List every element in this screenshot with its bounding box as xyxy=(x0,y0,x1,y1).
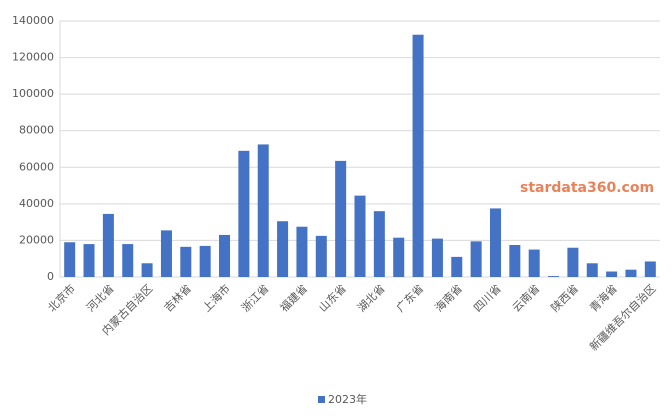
bar xyxy=(489,208,501,277)
bar xyxy=(64,242,76,277)
y-tick-label: 120000 xyxy=(12,51,54,64)
x-tick-label: 河北省 xyxy=(84,282,117,315)
y-tick-label: 140000 xyxy=(12,14,54,27)
y-tick-label: 0 xyxy=(47,270,54,283)
y-tick-label: 20000 xyxy=(19,233,54,246)
bar xyxy=(354,195,366,277)
bar xyxy=(296,226,308,277)
bar xyxy=(567,247,579,277)
bar xyxy=(431,238,443,277)
bar xyxy=(335,160,347,277)
bar xyxy=(606,271,618,277)
bar xyxy=(257,144,269,277)
bar xyxy=(451,256,463,277)
x-tick-label: 山东省 xyxy=(316,282,349,315)
legend-label: 2023年 xyxy=(328,392,367,406)
x-tick-label: 新疆维吾尔自治区 xyxy=(586,281,658,353)
legend-swatch xyxy=(318,396,325,403)
bar xyxy=(122,244,134,277)
y-tick-label: 60000 xyxy=(19,160,54,173)
bar xyxy=(160,230,172,277)
bar xyxy=(199,245,211,277)
bar xyxy=(102,213,114,277)
x-tick-label: 云南省 xyxy=(510,282,543,315)
x-tick-label: 四川省 xyxy=(471,282,504,315)
x-tick-label: 浙江省 xyxy=(239,282,272,315)
bar xyxy=(393,237,405,277)
x-tick-label: 吉林省 xyxy=(161,281,194,314)
x-tick-label: 湖北省 xyxy=(355,282,388,315)
bar xyxy=(180,246,192,277)
bar xyxy=(277,221,289,277)
y-tick-label: 40000 xyxy=(19,197,54,210)
bar xyxy=(625,269,637,277)
bar xyxy=(528,249,540,277)
bar xyxy=(509,245,521,277)
watermark: stardata360.com xyxy=(520,180,654,196)
y-tick-label: 80000 xyxy=(19,124,54,137)
x-tick-label: 北京市 xyxy=(45,281,78,314)
bar xyxy=(83,244,95,277)
y-tick-label: 100000 xyxy=(12,87,54,100)
x-tick-label: 广东省 xyxy=(394,282,427,315)
bar xyxy=(373,211,385,277)
bar xyxy=(586,263,598,277)
bar xyxy=(315,235,327,277)
x-tick-label: 陕西省 xyxy=(548,281,581,314)
bar xyxy=(412,34,424,277)
bar xyxy=(470,241,482,277)
bar xyxy=(238,150,250,277)
bar xyxy=(141,263,153,277)
bar xyxy=(644,261,656,277)
bar xyxy=(548,276,560,277)
bar xyxy=(219,234,231,277)
x-tick-label: 福建省 xyxy=(277,281,310,314)
x-tick-label: 上海市 xyxy=(200,281,233,314)
x-tick-label: 海南省 xyxy=(432,281,465,314)
x-tick-label: 青海省 xyxy=(587,281,620,314)
